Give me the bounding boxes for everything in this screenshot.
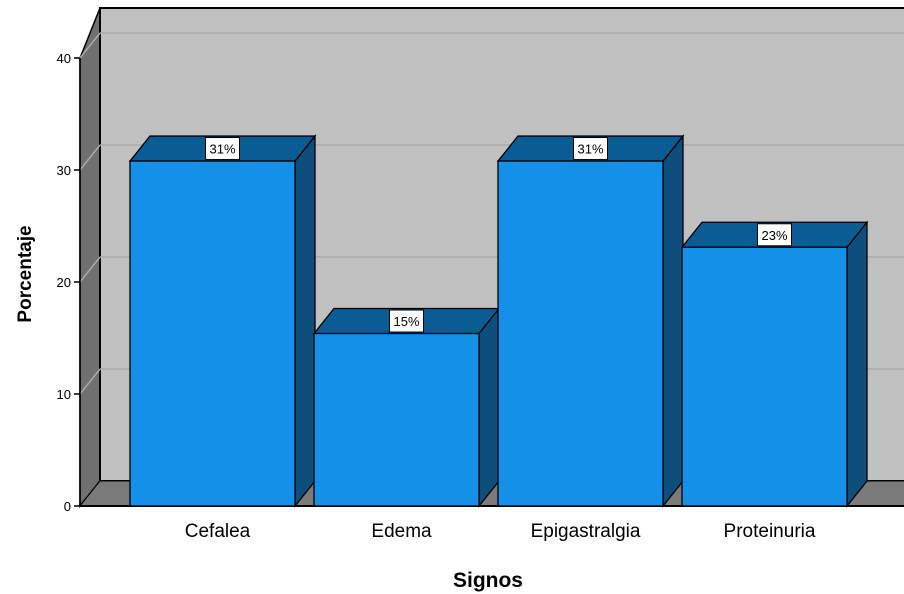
data-label: 23% bbox=[761, 228, 787, 243]
bar-front bbox=[681, 246, 848, 507]
y-tick-label: 10 bbox=[57, 387, 71, 402]
y-tick-label: 0 bbox=[64, 499, 71, 514]
bar-side bbox=[478, 306, 500, 508]
plot-left-wall bbox=[79, 7, 101, 509]
bar-side bbox=[294, 134, 316, 508]
y-tick-label: 20 bbox=[57, 275, 71, 290]
data-label: 31% bbox=[209, 142, 235, 157]
y-axis-ticks: 0 10 20 30 40 bbox=[57, 51, 80, 514]
y-tick-label: 30 bbox=[57, 163, 71, 178]
gridline-side bbox=[79, 256, 101, 283]
data-label-box bbox=[205, 137, 240, 161]
data-label-box bbox=[573, 137, 608, 161]
data-label: 31% bbox=[577, 142, 603, 157]
bar-2: 15% bbox=[312, 306, 501, 508]
x-tick-label: Cefalea bbox=[185, 521, 251, 542]
data-label-box bbox=[757, 223, 792, 247]
bar-front bbox=[497, 160, 664, 507]
gridline-side bbox=[79, 144, 101, 171]
y-tick-label: 40 bbox=[57, 51, 71, 66]
gridline-side bbox=[79, 368, 101, 395]
gridline-side bbox=[79, 32, 101, 59]
x-axis-tick-labels: Cefalea Edema Epigastralgia Proteinuria bbox=[185, 521, 816, 542]
bar-side bbox=[846, 220, 868, 508]
data-label-box bbox=[389, 309, 424, 333]
x-tick-label: Proteinuria bbox=[724, 521, 816, 542]
bar-1: 31% bbox=[128, 134, 317, 508]
y-axis-title: Porcentaje bbox=[15, 225, 36, 322]
bars: 31% 15% 31% 23% bbox=[128, 134, 869, 508]
bar-front bbox=[129, 160, 296, 507]
bar-3: 31% bbox=[496, 134, 685, 508]
bar-side bbox=[662, 134, 684, 508]
bar-front bbox=[313, 332, 480, 507]
x-axis-title: Signos bbox=[453, 569, 523, 592]
bar-4: 23% bbox=[680, 220, 869, 508]
data-label: 15% bbox=[393, 314, 419, 329]
x-tick-label: Edema bbox=[371, 521, 432, 542]
x-tick-label: Epigastralgia bbox=[531, 521, 641, 542]
